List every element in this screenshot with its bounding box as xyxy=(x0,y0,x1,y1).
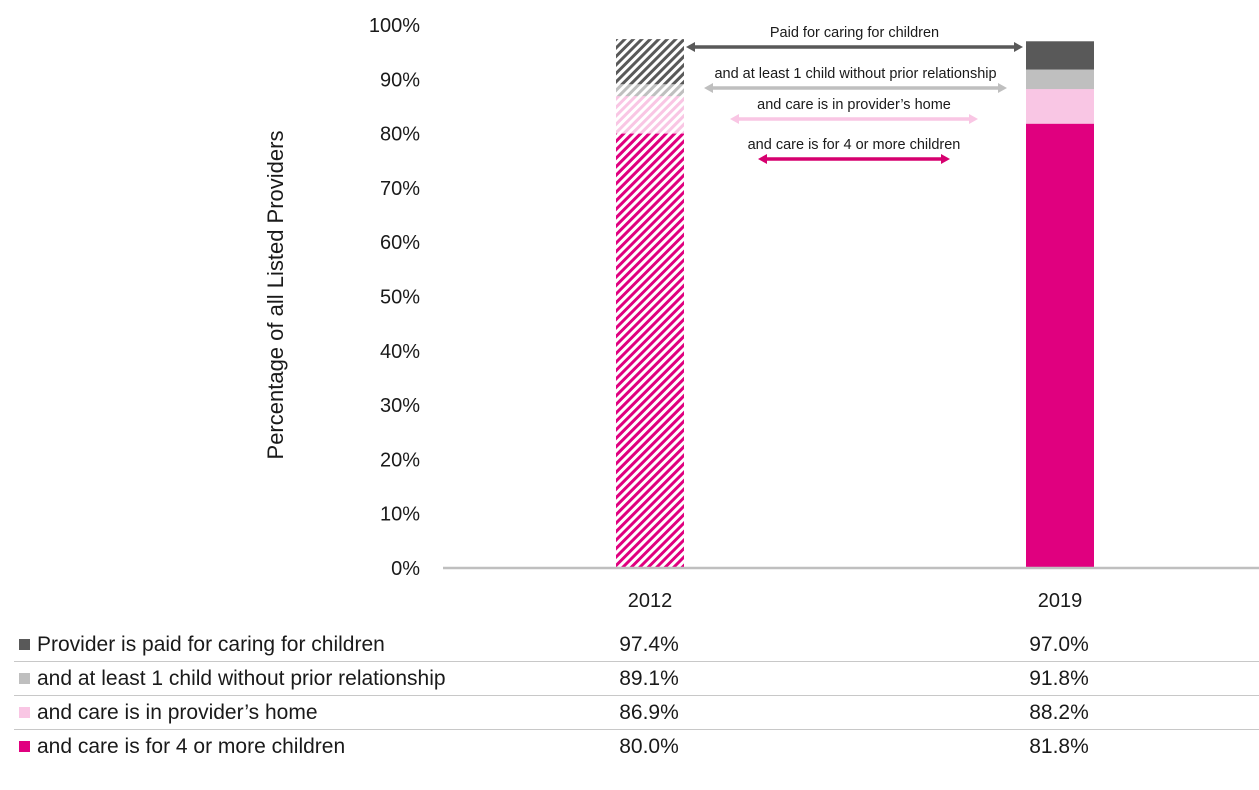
bar-2012-series-4 xyxy=(616,133,684,568)
x-tick-label: 2019 xyxy=(1038,590,1083,612)
value-2019: 81.8% xyxy=(1029,734,1089,758)
arrowhead-right xyxy=(998,83,1007,93)
y-tick-label: 90% xyxy=(380,69,420,91)
annotation-label: and at least 1 child without prior relat… xyxy=(714,66,996,82)
value-2019: 91.8% xyxy=(989,661,1129,696)
value-2012: 86.9% xyxy=(579,695,719,730)
value-2012: 97.4% xyxy=(579,628,719,662)
table-row: and at least 1 child without prior relat… xyxy=(14,661,1259,696)
arrowhead-left xyxy=(758,154,767,164)
row-label: and at least 1 child without prior relat… xyxy=(37,666,446,690)
annotation-arrow: and care is for 4 or more children xyxy=(748,137,961,164)
y-tick-label: 0% xyxy=(391,558,420,580)
value-2019: 97.0% xyxy=(989,628,1129,662)
value-2012: 89.1% xyxy=(579,661,719,696)
arrowhead-right xyxy=(1014,42,1023,52)
data-table: Provider is paid for caring for children… xyxy=(14,628,1259,763)
y-tick-label: 80% xyxy=(380,124,420,146)
row-label: Provider is paid for caring for children xyxy=(37,632,385,656)
arrowhead-right xyxy=(969,114,978,124)
legend-swatch xyxy=(19,740,30,752)
arrowhead-right xyxy=(941,154,950,164)
arrowhead-left xyxy=(730,114,739,124)
table-row: and care is for 4 or more children 80.0%… xyxy=(14,730,1259,764)
y-tick-label: 40% xyxy=(380,341,420,363)
table-row: and care is in provider’s home 86.9% 88.… xyxy=(14,695,1259,730)
y-tick-label: 10% xyxy=(380,504,420,526)
legend-swatch xyxy=(19,672,30,684)
annotation-arrow: and at least 1 child without prior relat… xyxy=(704,66,1007,93)
annotation-label: and care is for 4 or more children xyxy=(748,137,961,153)
row-label: and care is for 4 or more children xyxy=(37,734,346,758)
bar-2019-series-4 xyxy=(1026,123,1094,569)
x-tick-label: 2012 xyxy=(628,590,673,612)
y-tick-label: 70% xyxy=(380,178,420,200)
annotation-label: and care is in provider’s home xyxy=(757,97,951,113)
y-tick-label: 20% xyxy=(380,449,420,471)
value-2012: 80.0% xyxy=(619,734,679,758)
table-row: Provider is paid for caring for children… xyxy=(14,628,1259,662)
legend-swatch xyxy=(19,638,30,650)
value-2019: 88.2% xyxy=(989,695,1129,730)
arrowhead-left xyxy=(686,42,695,52)
annotation-label: Paid for caring for children xyxy=(770,25,939,41)
y-tick-label: 50% xyxy=(380,287,420,309)
bar-chart: Percentage of all Listed Providers 0% 10%… xyxy=(263,15,1259,612)
y-tick-label: 30% xyxy=(380,395,420,417)
y-tick-label: 100% xyxy=(369,15,420,37)
y-tick-label: 60% xyxy=(380,232,420,254)
annotation-arrow: and care is in provider’s home xyxy=(730,97,978,124)
legend-swatch xyxy=(19,706,30,718)
annotation-arrow: Paid for caring for children xyxy=(686,25,1023,52)
arrowhead-left xyxy=(704,83,713,93)
row-label: and care is in provider’s home xyxy=(37,700,318,724)
y-axis-title: Percentage of all Listed Providers xyxy=(263,131,288,460)
